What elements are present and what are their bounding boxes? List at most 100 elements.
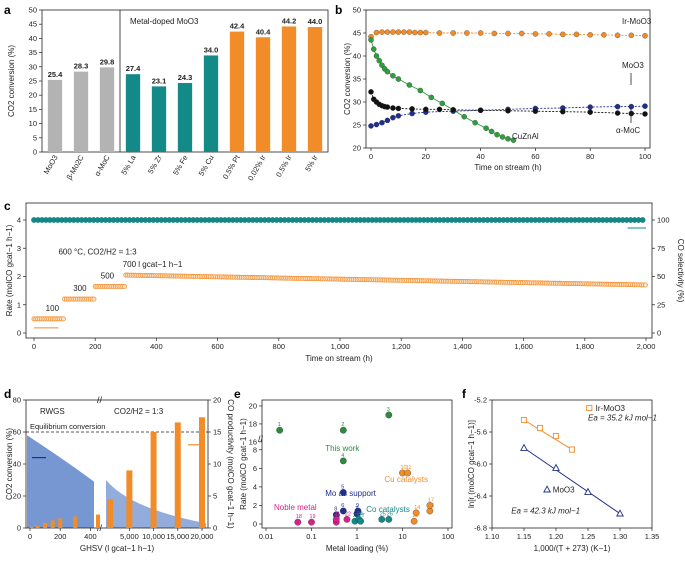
panel-c-stability-chart: 0 1 2 3 4 0 25 50 75 100 0 200 400 600 800 1,000 1,200 1,… [5, 202, 685, 363]
data-point [439, 100, 445, 107]
productivity-bar [96, 514, 100, 528]
y-tick-label: 15 [29, 105, 37, 114]
bar [255, 37, 271, 152]
fit-line [523, 419, 573, 451]
data-point [370, 46, 377, 52]
x-tick-label: 200 [54, 532, 67, 541]
y-tick-label: -5.6 [474, 428, 487, 437]
y-tick-label: 20 [29, 91, 37, 100]
x-tick-label: 1.15 [517, 532, 532, 541]
panel-c-frame [25, 202, 653, 339]
bar-value-label: 44.0 [308, 17, 323, 26]
data-point [536, 424, 544, 432]
point-id-label: 11 [406, 465, 412, 471]
data-point [368, 123, 374, 129]
data-point [373, 53, 380, 59]
rate-point [91, 296, 97, 302]
productivity-bar [174, 422, 181, 528]
data-point [354, 507, 362, 515]
bar [229, 31, 245, 152]
x-axis-label: 1,000/(T + 273) (K−1) [534, 544, 611, 553]
point-id-label: 3 [387, 407, 390, 413]
y-axis-label: Rate (molCO gcat−1 h−1) [239, 418, 248, 510]
bar [125, 74, 141, 152]
panel-f-label: f [462, 387, 467, 401]
x-axis-label: Time on stream (h) [305, 354, 373, 363]
data-point [417, 29, 424, 36]
y-tick-label: 16 [249, 437, 257, 446]
point-id-label: 17 [428, 497, 434, 503]
data-point [628, 32, 635, 39]
data-point [390, 29, 396, 35]
data-point [450, 107, 456, 113]
ghsv-label: 500 [101, 271, 115, 280]
data-point [423, 29, 429, 36]
data-point [483, 125, 489, 131]
x-tick-label: 1.10 [485, 532, 500, 541]
x-tick-label: 5% Ir [303, 153, 320, 173]
data-point [520, 443, 528, 451]
productivity-bar [50, 520, 55, 528]
data-point [587, 32, 593, 38]
point-id-label: 5 [341, 484, 344, 490]
y-tick-label: 30 [353, 98, 361, 107]
x-tick-label: 20,000 [191, 532, 214, 541]
data-point [412, 509, 420, 517]
legend-label-moo3: MoO3 [553, 486, 575, 495]
y-tick-label: 45 [29, 20, 37, 29]
condition-label-left: RWGS [40, 407, 65, 416]
productivity-bar [43, 522, 48, 528]
data-point [404, 469, 412, 477]
x-tick-label: 2,000 [637, 342, 656, 351]
bar-value-label: 44.2 [282, 16, 297, 25]
data-point [587, 104, 593, 110]
x-tick-label: 1.35 [645, 532, 660, 541]
ea-label-ir-moo3: Ea = 35.2 kJ mol−1 [588, 414, 657, 423]
data-point [428, 94, 435, 101]
data-point [339, 457, 347, 465]
data-point [477, 107, 484, 114]
x-tick-label: 200 [89, 342, 102, 351]
point-id-label: 4 [341, 453, 344, 459]
series-label-ir-moo3: Ir-MoO3 [622, 17, 652, 26]
y-tick-label: 45 [353, 29, 361, 38]
data-point [560, 108, 566, 115]
point-id-label: 1 [278, 422, 281, 428]
data-point [560, 31, 566, 38]
y-tick-label: -6.4 [474, 492, 487, 501]
x-tick-label: 10 [398, 532, 406, 541]
x-tick-label: 1.30 [613, 532, 628, 541]
y-tick-label: 4 [253, 482, 257, 491]
group-label-mo: Mo as support [325, 489, 376, 498]
y-left-tick-label: 20 [13, 492, 21, 501]
y-left-tick-label: 0 [17, 524, 21, 533]
data-point [436, 30, 443, 36]
y-right-tick-label: 50 [657, 272, 665, 281]
x-tick-label: 100 [639, 152, 652, 161]
data-point [436, 106, 443, 113]
y-right-tick-label: 0 [213, 524, 217, 533]
data-point [390, 114, 396, 121]
data-point [488, 128, 495, 135]
y-right-tick-label: 25 [657, 300, 665, 309]
point-id-label: 23 [353, 513, 359, 519]
bar [307, 27, 323, 152]
point-id-label: 26 [387, 511, 393, 517]
data-point [532, 31, 539, 37]
productivity-bar [35, 525, 40, 528]
data-point [379, 29, 385, 35]
x-tick-label: 0 [32, 342, 36, 351]
data-point [505, 30, 511, 37]
x-tick-label: 5% La [119, 153, 138, 177]
x-tick-label: 1,800 [575, 342, 594, 351]
y-right-tick-label: 15 [213, 428, 221, 437]
y-right-axis-label: CO productivity (molCO gcat−1 h−1) [226, 399, 235, 529]
data-point [584, 487, 592, 495]
y-tick-label: -5.2 [474, 396, 487, 405]
data-point [505, 107, 511, 114]
y-tick-label: 10 [29, 119, 37, 128]
y-left-axis-label: Rate (molCO gcat−1 h−1) [5, 224, 14, 316]
data-point [642, 33, 648, 39]
axis-break-top: // [97, 395, 103, 405]
x-tick-label: MoO3 [42, 154, 60, 176]
